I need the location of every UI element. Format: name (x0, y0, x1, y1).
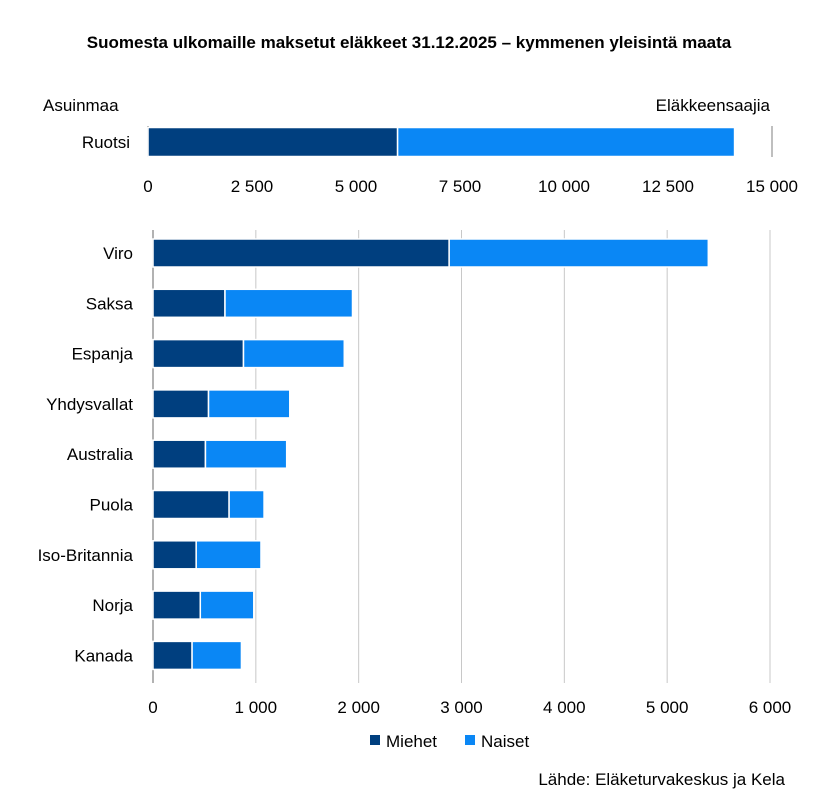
bottom-tick-labels: 0 1 000 2 000 3 000 4 000 5 000 6 000 (148, 698, 791, 717)
bar-kanada-naiset (191, 640, 243, 671)
y-axis-title: Asuinmaa (43, 96, 119, 115)
bar-norja-miehet (152, 590, 202, 620)
bar-yhdysvallat-naiset (207, 389, 291, 419)
bar-yhdysvallat-miehet (152, 389, 210, 419)
x-tick-label: 5 000 (646, 698, 689, 717)
bar-puola-naiset (228, 489, 265, 520)
x-tick-label: 12 500 (642, 177, 694, 196)
legend-label-naiset: Naiset (481, 732, 529, 751)
top-bars (147, 126, 736, 158)
category-label: Kanada (74, 646, 133, 665)
bar-ruotsi-miehet (147, 126, 399, 158)
x-axis-title: Eläkkeensaajia (656, 96, 771, 115)
legend: Miehet Naiset (370, 732, 529, 751)
legend-label-miehet: Miehet (386, 732, 437, 751)
bar-australia-miehet (152, 439, 207, 469)
chart-title: Suomesta ulkomaille maksetut eläkkeet 31… (87, 33, 732, 52)
bottom-category-labels: Viro Saksa Espanja Yhdysvallat Australia Puol… (38, 244, 134, 665)
x-tick-label: 2 500 (231, 177, 274, 196)
category-label: Viro (103, 244, 133, 263)
x-tick-label: 5 000 (335, 177, 378, 196)
x-tick-label: 4 000 (543, 698, 586, 717)
legend-swatch-naiset (465, 735, 475, 745)
x-tick-label: 7 500 (439, 177, 482, 196)
bar-norja-naiset (199, 590, 255, 620)
source-note: Lähde: Eläketurvakeskus ja Kela (538, 770, 785, 789)
top-tick-labels: 0 2 500 5 000 7 500 10 000 12 500 15 000 (143, 177, 798, 196)
bar-espanja-miehet (152, 338, 245, 369)
category-label: Iso-Britannia (38, 546, 134, 565)
category-label: Espanja (72, 345, 134, 364)
bar-iso-britannia-naiset (195, 540, 262, 570)
x-tick-label: 15 000 (746, 177, 798, 196)
x-tick-label: 10 000 (538, 177, 590, 196)
bar-kanada-miehet (152, 640, 193, 671)
x-tick-label: 6 000 (749, 698, 792, 717)
legend-swatch-miehet (370, 735, 380, 745)
top-chart: Asuinmaa Eläkkeensaajia Ruotsi 0 2 500 5 0… (43, 96, 798, 196)
x-tick-label: 0 (143, 177, 152, 196)
x-tick-label: 2 000 (337, 698, 380, 717)
x-tick-label: 0 (148, 698, 157, 717)
category-label: Australia (67, 445, 134, 464)
top-category-labels: Ruotsi (82, 133, 130, 152)
category-label: Puola (90, 496, 134, 515)
category-label: Saksa (86, 294, 134, 313)
bar-viro-miehet (152, 238, 450, 268)
x-tick-label: 1 000 (235, 698, 278, 717)
category-label: Norja (92, 596, 133, 615)
bar-viro-naiset (448, 238, 710, 268)
bottom-chart: Viro Saksa Espanja Yhdysvallat Australia Puol… (38, 230, 791, 717)
bar-iso-britannia-miehet (152, 540, 197, 570)
bar-saksa-miehet (152, 288, 226, 319)
bar-puola-miehet (152, 489, 230, 520)
category-label: Ruotsi (82, 133, 130, 152)
bar-ruotsi-naiset (396, 126, 736, 158)
x-tick-label: 3 000 (440, 698, 483, 717)
bar-espanja-naiset (242, 338, 346, 369)
bar-australia-naiset (204, 439, 288, 469)
category-label: Yhdysvallat (46, 395, 133, 414)
bar-saksa-naiset (224, 288, 354, 319)
bottom-bars (152, 238, 710, 671)
